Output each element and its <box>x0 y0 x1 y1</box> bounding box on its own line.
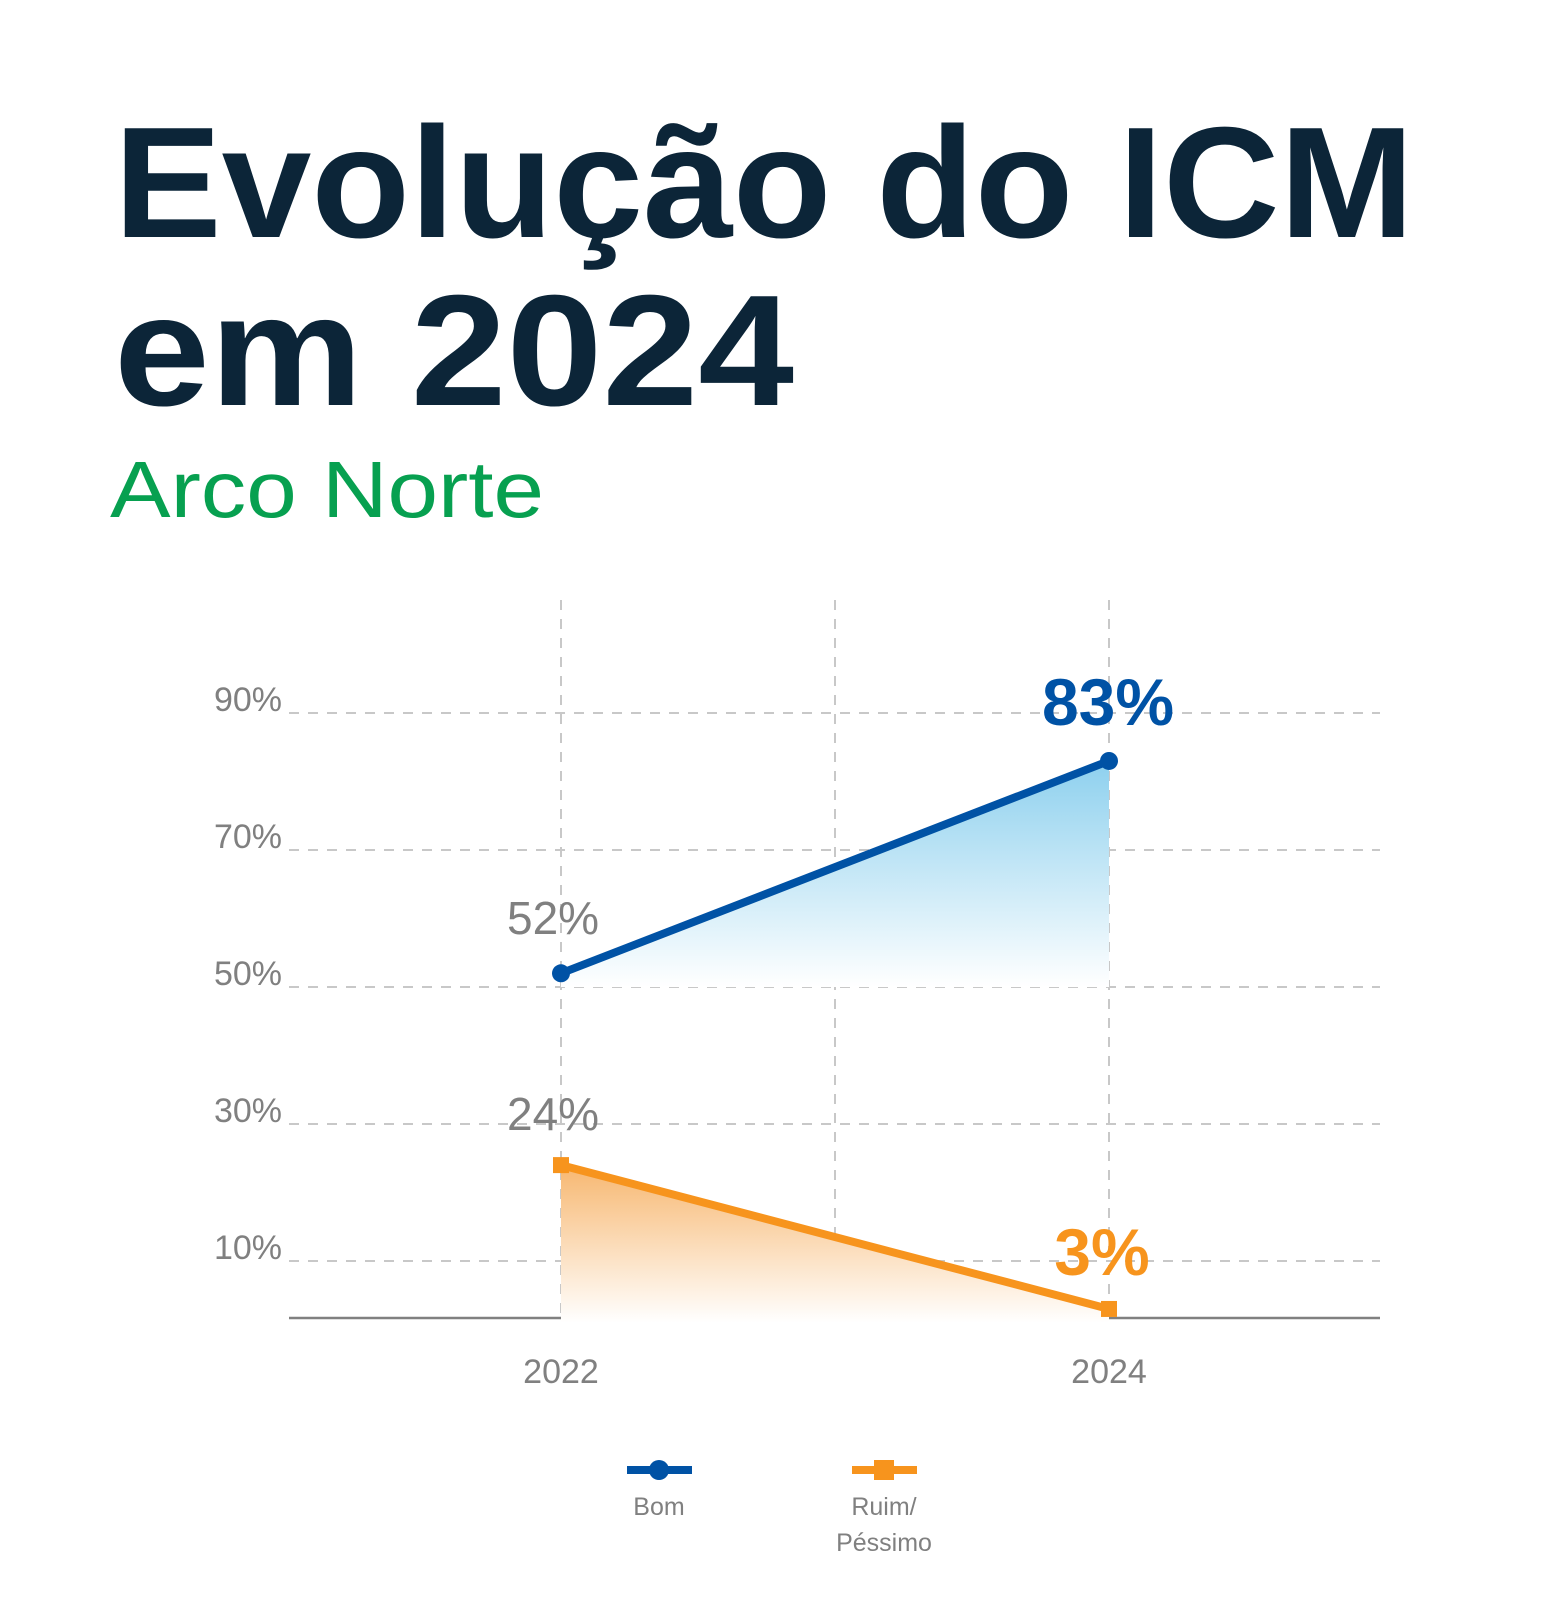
data-label: 24% <box>507 1088 599 1140</box>
data-label: 52% <box>507 892 599 944</box>
subtitle: Arco Norte <box>110 445 544 534</box>
title-line-2: em 2024 <box>114 263 794 439</box>
data-label: 83% <box>1042 665 1174 739</box>
y-tick-label: 30% <box>214 1092 282 1130</box>
data-label: 3% <box>1054 1215 1149 1289</box>
legend-label-ruim: Ruim/ <box>851 1493 916 1521</box>
y-tick-label: 90% <box>214 681 282 719</box>
data-point <box>552 964 570 983</box>
title-line-1: Evolução do ICM <box>114 95 1414 271</box>
y-tick-label: 70% <box>214 818 282 856</box>
legend-label-ruim: Péssimo <box>836 1529 932 1557</box>
data-point <box>553 1157 569 1174</box>
legend-circle-icon <box>649 1460 669 1480</box>
series-line-1 <box>559 1161 1111 1313</box>
data-point <box>1101 1300 1117 1317</box>
data-point <box>1100 751 1118 770</box>
y-tick-label: 10% <box>214 1229 282 1267</box>
x-tick-label: 2024 <box>1071 1353 1147 1391</box>
legend-label-bom: Bom <box>633 1493 684 1521</box>
y-tick-label: 50% <box>214 955 282 993</box>
x-tick-label: 2022 <box>523 1353 599 1391</box>
plot-area: 10% 30% 50% 70% 90% 2022 2024 52% 24% 83% 3% Bom Rui… <box>214 600 1380 1557</box>
legend-square-icon <box>874 1460 894 1480</box>
series-line-0 <box>559 757 1111 978</box>
